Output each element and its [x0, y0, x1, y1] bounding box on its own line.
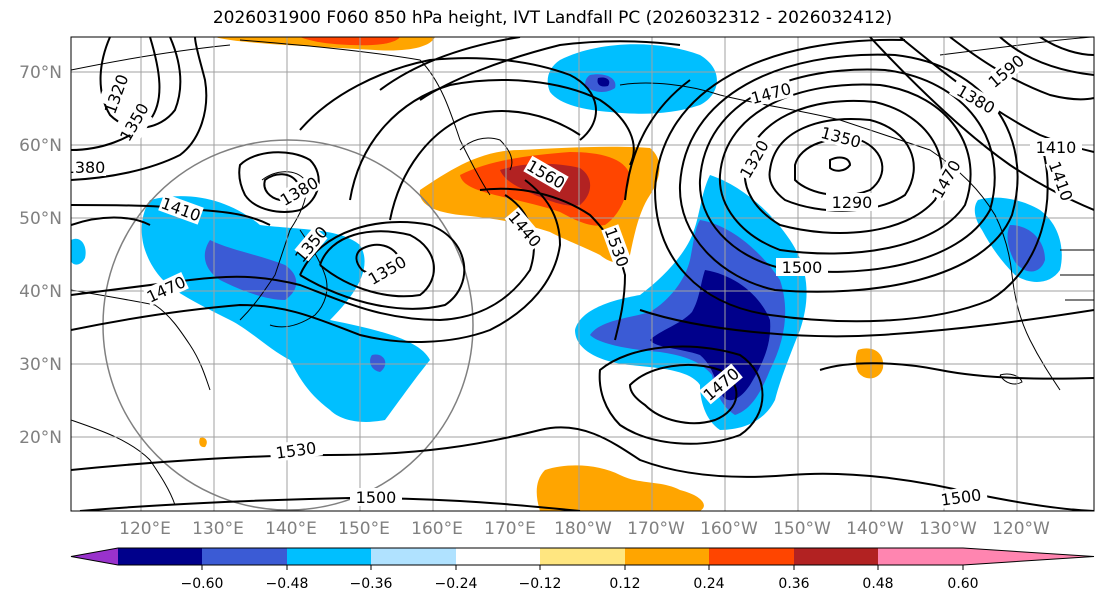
colorbar-segment: [794, 548, 878, 565]
svg-text:170°W: 170°W: [627, 519, 685, 539]
svg-text:50°N: 50°N: [19, 209, 62, 229]
svg-text:1410: 1410: [1036, 138, 1077, 157]
svg-text:120°W: 120°W: [992, 519, 1050, 539]
colorbar-segment: [202, 548, 287, 565]
colorbar-tick-label: −0.48: [266, 576, 309, 592]
svg-text:1380: 1380: [65, 158, 106, 177]
colorbar-segment: [456, 548, 540, 565]
colorbar-tick-label: −0.24: [435, 576, 478, 592]
colorbar: −0.60 −0.48 −0.36 −0.24 −0.12 0.12 0.24 …: [70, 547, 1095, 592]
colorbar-tick-label: 0.12: [609, 576, 640, 592]
svg-text:170°E: 170°E: [484, 519, 536, 539]
colorbar-segment: [287, 548, 371, 565]
svg-text:150°E: 150°E: [338, 519, 390, 539]
svg-text:20°N: 20°N: [19, 428, 62, 448]
svg-text:1290: 1290: [832, 193, 873, 212]
longitude-labels: 120°E 130°E 140°E 150°E 160°E 170°E 180°…: [119, 519, 1050, 539]
colorbar-tick-label: −0.60: [181, 576, 224, 592]
ivt-positive-core-central: [500, 163, 591, 206]
svg-text:150°W: 150°W: [773, 519, 831, 539]
colorbar-tick-label: 0.48: [862, 576, 893, 592]
svg-text:130°E: 130°E: [192, 519, 244, 539]
svg-text:120°E: 120°E: [119, 519, 171, 539]
svg-text:160°W: 160°W: [700, 519, 758, 539]
map-title: 2026031900 F060 850 hPa height, IVT Land…: [212, 8, 893, 28]
colorbar-segment: [118, 548, 202, 565]
colorbar-outline: [70, 547, 1095, 566]
colorbar-segment: [625, 548, 709, 565]
map-frame: [70, 36, 1095, 512]
svg-text:1500: 1500: [356, 488, 397, 507]
colorbar-segment: [709, 548, 794, 565]
colorbar-tick-label: 0.60: [947, 576, 978, 592]
svg-text:180°W: 180°W: [554, 519, 612, 539]
colorbar-segment: [371, 548, 456, 565]
svg-text:70°N: 70°N: [19, 63, 62, 83]
colorbar-tick-label: 0.36: [778, 576, 809, 592]
colorbar-extend-high: [963, 548, 1094, 565]
ivt-negative-core-east: [650, 270, 771, 401]
colorbar-tick-label: −0.12: [519, 576, 562, 592]
colorbar-extend-low: [71, 548, 118, 565]
svg-text:40°N: 40°N: [19, 282, 62, 302]
svg-text:140°E: 140°E: [265, 519, 317, 539]
svg-text:140°W: 140°W: [846, 519, 904, 539]
colorbar-tick-label: −0.36: [350, 576, 393, 592]
svg-text:160°E: 160°E: [411, 519, 463, 539]
colorbar-tick-label: 0.24: [693, 576, 724, 592]
svg-text:130°W: 130°W: [919, 519, 977, 539]
ivt-negative-core-japan: [204, 240, 297, 300]
colorbar-segment: [878, 548, 963, 565]
svg-text:60°N: 60°N: [19, 136, 62, 156]
colorbar-segment: [540, 548, 625, 565]
latitude-labels: 70°N 60°N 50°N 40°N 30°N 20°N: [19, 63, 62, 448]
svg-text:30°N: 30°N: [19, 355, 62, 375]
range-circle: [102, 139, 474, 511]
svg-text:1500: 1500: [782, 258, 823, 277]
